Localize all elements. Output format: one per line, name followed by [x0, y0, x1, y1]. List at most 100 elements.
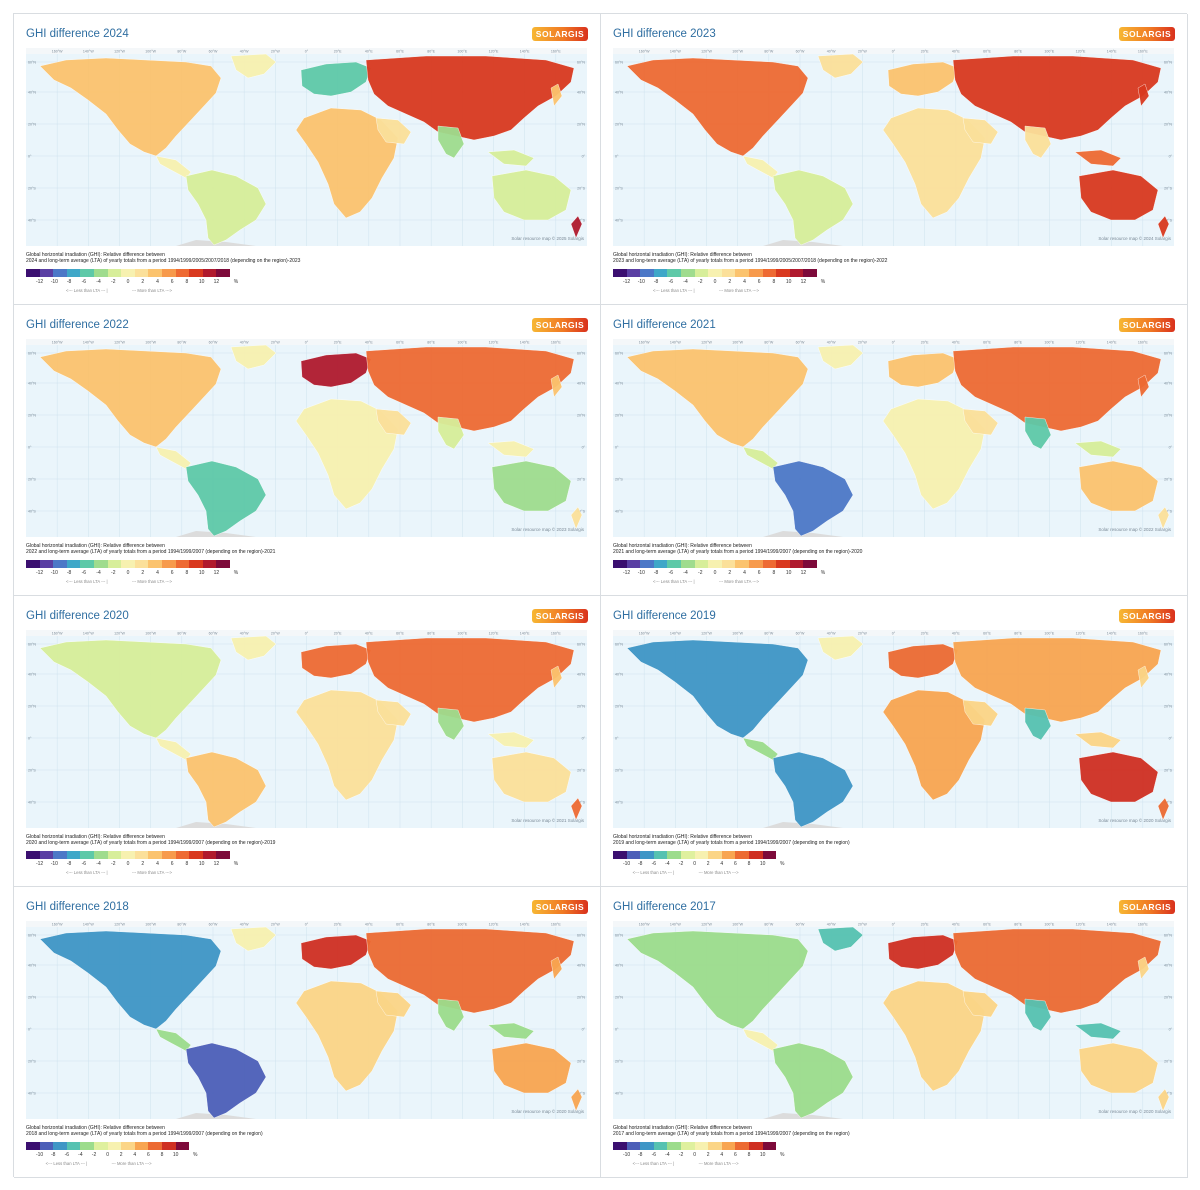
- region-sa[interactable]: [772, 169, 854, 246]
- region-na[interactable]: [626, 930, 809, 1030]
- region-au[interactable]: [491, 460, 572, 512]
- region-greenland[interactable]: [817, 53, 864, 79]
- region-sea[interactable]: [487, 149, 535, 167]
- region-sea[interactable]: [487, 731, 535, 749]
- region-af[interactable]: [295, 398, 399, 510]
- region-greenland[interactable]: [230, 926, 277, 952]
- world-map[interactable]: 160°W 140°W 120°W 100°W 80°W 60°W 40°W 20°W 0° 20…: [613, 339, 1174, 537]
- region-arabia[interactable]: [375, 699, 412, 727]
- region-india[interactable]: [1024, 707, 1052, 741]
- region-india[interactable]: [437, 416, 465, 450]
- region-eu[interactable]: [887, 352, 959, 388]
- region-arabia[interactable]: [962, 408, 999, 436]
- region-af[interactable]: [295, 980, 399, 1092]
- region-na[interactable]: [626, 639, 809, 739]
- region-au[interactable]: [491, 751, 572, 803]
- region-nz[interactable]: [570, 1088, 583, 1112]
- region-nz[interactable]: [570, 215, 583, 239]
- region-nz[interactable]: [1157, 215, 1170, 239]
- world-map[interactable]: 160°W 140°W 120°W 100°W 80°W 60°W 40°W 20°W 0° 20…: [613, 630, 1174, 828]
- region-sa[interactable]: [185, 751, 267, 828]
- region-na[interactable]: [39, 57, 222, 157]
- region-as[interactable]: [365, 637, 575, 723]
- region-nz[interactable]: [570, 506, 583, 530]
- region-greenland[interactable]: [230, 635, 277, 661]
- region-as[interactable]: [952, 55, 1162, 141]
- region-arabia[interactable]: [962, 117, 999, 145]
- region-af[interactable]: [882, 107, 986, 219]
- region-au[interactable]: [1078, 1042, 1159, 1094]
- region-ca[interactable]: [742, 155, 779, 179]
- region-as[interactable]: [952, 346, 1162, 432]
- region-sa[interactable]: [772, 1042, 854, 1119]
- region-japan[interactable]: [550, 956, 563, 980]
- region-au[interactable]: [1078, 460, 1159, 512]
- world-map[interactable]: 160°W 140°W 120°W 100°W 80°W 60°W 40°W 20°W 0° 20…: [26, 630, 587, 828]
- region-japan[interactable]: [550, 83, 563, 107]
- region-ca[interactable]: [155, 1028, 192, 1052]
- region-arabia[interactable]: [375, 990, 412, 1018]
- region-nz[interactable]: [570, 797, 583, 821]
- world-map[interactable]: 160°W 140°W 120°W 100°W 80°W 60°W 40°W 20°W 0° 20…: [613, 48, 1174, 246]
- region-na[interactable]: [39, 348, 222, 448]
- region-india[interactable]: [1024, 125, 1052, 159]
- region-india[interactable]: [437, 707, 465, 741]
- region-af[interactable]: [882, 980, 986, 1092]
- region-au[interactable]: [1078, 169, 1159, 221]
- region-greenland[interactable]: [230, 53, 277, 79]
- region-sea[interactable]: [1074, 1022, 1122, 1040]
- region-arabia[interactable]: [375, 408, 412, 436]
- region-as[interactable]: [952, 928, 1162, 1014]
- region-as[interactable]: [365, 928, 575, 1014]
- region-na[interactable]: [39, 930, 222, 1030]
- region-india[interactable]: [1024, 416, 1052, 450]
- region-sa[interactable]: [185, 169, 267, 246]
- region-arabia[interactable]: [962, 990, 999, 1018]
- world-map[interactable]: 160°W 140°W 120°W 100°W 80°W 60°W 40°W 20°W 0° 20…: [26, 339, 587, 537]
- region-nz[interactable]: [1157, 797, 1170, 821]
- region-sa[interactable]: [185, 1042, 267, 1119]
- region-au[interactable]: [1078, 751, 1159, 803]
- region-na[interactable]: [626, 348, 809, 448]
- region-japan[interactable]: [1137, 956, 1150, 980]
- region-eu[interactable]: [300, 352, 372, 388]
- region-sea[interactable]: [1074, 731, 1122, 749]
- region-japan[interactable]: [1137, 374, 1150, 398]
- region-arabia[interactable]: [375, 117, 412, 145]
- region-sea[interactable]: [1074, 149, 1122, 167]
- region-eu[interactable]: [887, 61, 959, 97]
- region-sea[interactable]: [487, 440, 535, 458]
- region-au[interactable]: [491, 169, 572, 221]
- region-japan[interactable]: [1137, 83, 1150, 107]
- world-map[interactable]: 160°W 140°W 120°W 100°W 80°W 60°W 40°W 20°W 0° 20…: [613, 921, 1174, 1119]
- region-ca[interactable]: [742, 1028, 779, 1052]
- region-sa[interactable]: [772, 751, 854, 828]
- region-af[interactable]: [295, 689, 399, 801]
- region-ca[interactable]: [742, 446, 779, 470]
- region-sea[interactable]: [1074, 440, 1122, 458]
- region-eu[interactable]: [300, 61, 372, 97]
- world-map[interactable]: 160°W 140°W 120°W 100°W 80°W 60°W 40°W 20°W 0° 20…: [26, 921, 587, 1119]
- region-japan[interactable]: [550, 374, 563, 398]
- region-greenland[interactable]: [817, 926, 864, 952]
- region-greenland[interactable]: [817, 635, 864, 661]
- region-greenland[interactable]: [817, 344, 864, 370]
- region-india[interactable]: [1024, 998, 1052, 1032]
- region-af[interactable]: [882, 398, 986, 510]
- region-eu[interactable]: [300, 643, 372, 679]
- region-ca[interactable]: [155, 446, 192, 470]
- region-sa[interactable]: [185, 460, 267, 537]
- region-sa[interactable]: [772, 460, 854, 537]
- region-india[interactable]: [437, 998, 465, 1032]
- region-ca[interactable]: [155, 155, 192, 179]
- region-japan[interactable]: [550, 665, 563, 689]
- region-as[interactable]: [365, 55, 575, 141]
- region-eu[interactable]: [887, 643, 959, 679]
- region-sea[interactable]: [487, 1022, 535, 1040]
- region-au[interactable]: [491, 1042, 572, 1094]
- region-eu[interactable]: [887, 934, 959, 970]
- region-india[interactable]: [437, 125, 465, 159]
- world-map[interactable]: 160°W 140°W 120°W 100°W 80°W 60°W 40°W 20°W 0° 20…: [26, 48, 587, 246]
- region-ca[interactable]: [742, 737, 779, 761]
- region-af[interactable]: [882, 689, 986, 801]
